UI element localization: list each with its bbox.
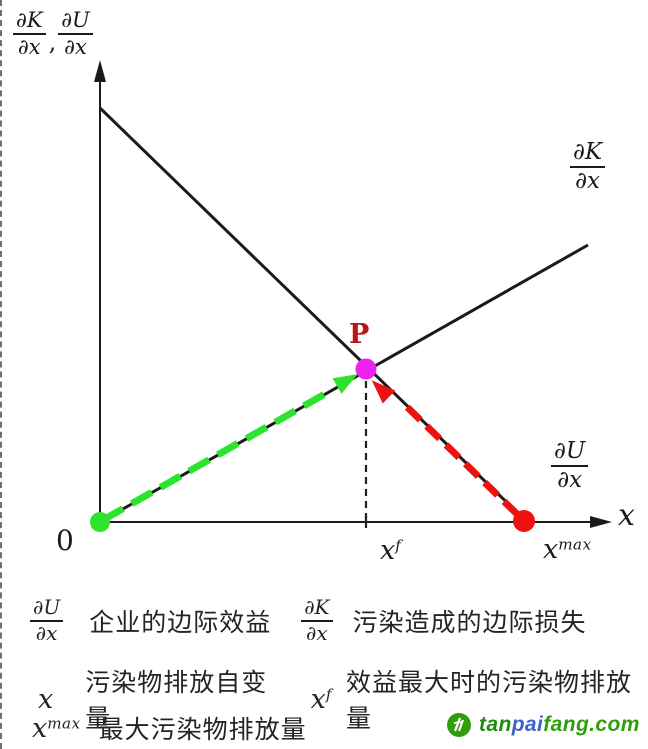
point-p-label: P [349,319,370,350]
fraction-denominator: ∂x [64,34,87,59]
fraction-denominator: ∂x [557,466,583,493]
red-arrowhead-icon [371,380,396,404]
du-dx-fraction: ∂U ∂x [30,596,64,645]
logo-stroke [458,719,464,732]
x-max-description: 最大污染物排放量 [98,715,307,744]
origin-dot [90,512,110,532]
x-max-tick-label: xmax [543,536,592,563]
x-f-description: 效益最大时的污染物排放量 [345,668,632,733]
logo-stroke [453,721,463,724]
x-symbol: x [38,683,54,715]
fraction-numerator: ∂K [301,596,333,622]
fraction-denominator: ∂x [35,620,58,645]
fraction-denominator: ∂x [17,34,41,59]
green-dashed-arrow-shaft [101,386,334,524]
dk-dx-fraction: ∂K ∂x [301,596,333,645]
marginal-damage-description: 污染造成的边际损失 [352,607,587,637]
x-max-symbol: xmax [32,715,81,742]
x-max-base: x [543,534,559,565]
page-left-dashed-border [0,0,2,749]
du-dx-fraction: ∂U ∂x [551,439,589,493]
fraction-numerator: ∂U [30,596,64,622]
green-arrowhead-icon [332,374,358,394]
x-f-superscript: f [395,536,402,555]
marginal-benefit-curve-label: ∂U ∂x [551,438,589,493]
marginal-damage-curve-label: ∂K ∂x [570,139,606,194]
watermark-part-pai: pai [511,713,544,736]
x-axis-arrowhead-icon [590,516,612,528]
fraction-numerator: ∂U [551,439,589,467]
watermark-text: tanpaifang.com [479,713,640,737]
x-f-base: x [310,683,326,715]
du-dx-fraction: ∂U ∂x [58,9,93,58]
fraction-numerator: ∂U [58,9,93,35]
y-axis-arrowhead-icon [94,60,106,82]
x-f-tick-label: xf [380,537,401,564]
fraction-numerator: ∂K [13,9,46,35]
y-axis-label: ∂K ∂x , ∂U ∂x [13,9,93,58]
legend-row-1: ∂U ∂x 企业的边际效益 ∂K ∂x 污染造成的边际损失 [30,596,587,645]
x-max-superscript: max [558,535,592,554]
x-max-dot [513,510,535,532]
fraction-denominator: ∂x [306,620,328,645]
x-description: 污染物排放自变量 [85,668,268,733]
fraction-numerator: ∂K [570,140,606,168]
point-p-dot [355,358,377,380]
watermark-part-fangcom: fang.com [543,713,640,736]
legend-row-2: x 污染物排放自变量 xf 效益最大时的污染物排放量 [38,663,648,735]
fraction-denominator: ∂x [575,167,600,194]
x-axis-label: x [618,498,635,533]
label-comma: , [48,27,57,56]
origin-label: 0 [56,524,74,557]
x-max-superscript: max [47,714,81,733]
marginal-benefit-description: 企业的边际效益 [89,607,272,637]
dk-dx-fraction: ∂K ∂x [13,9,46,58]
x-f-symbol: xf [311,686,332,713]
logo-circle [447,713,471,737]
legend-row-3: xmax 最大污染物排放量 [32,710,307,746]
tanpaifang-logo-icon [447,713,471,737]
x-f-superscript: f [325,685,332,704]
x-max-base: x [32,712,48,744]
diagram-canvas [90,60,612,532]
marginal-benefit-curve [98,106,528,523]
watermark: tanpaifang.com [446,712,640,738]
x-f-base: x [380,535,396,566]
watermark-part-tan: tan [479,713,512,736]
dk-dx-fraction: ∂K ∂x [570,140,606,194]
logo-stroke [453,717,462,732]
